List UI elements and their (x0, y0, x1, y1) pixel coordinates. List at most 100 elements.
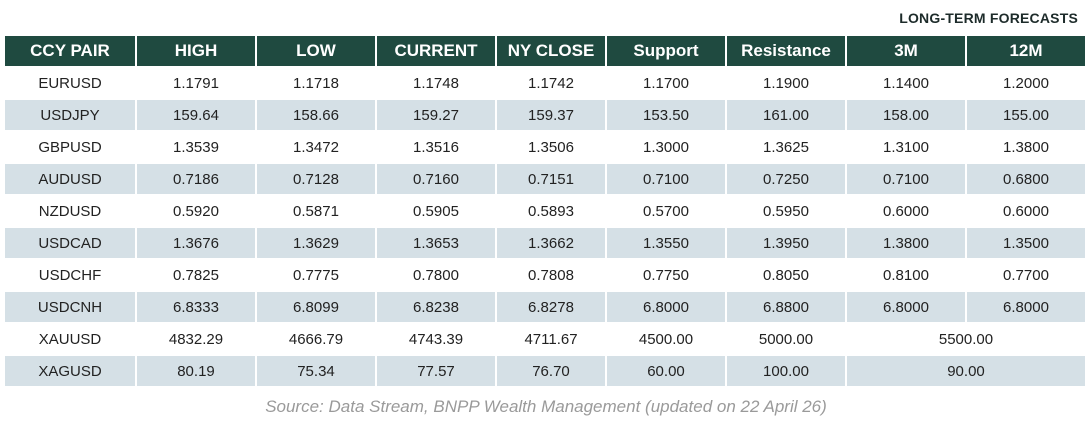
value-cell: 159.27 (377, 100, 495, 130)
pair-cell: EURUSD (38, 74, 102, 92)
value-cell: 1.3539 (173, 138, 219, 156)
value-cell: 0.6000 (883, 202, 929, 220)
column-header: 3M (847, 36, 965, 66)
value-cell: 76.70 (497, 356, 605, 386)
value-cell: 159.64 (137, 100, 255, 130)
column-header: CURRENT (377, 36, 495, 66)
value-cell: 1.3625 (763, 138, 809, 156)
value-cell: 1.3100 (883, 138, 929, 156)
value-cell: 6.8000 (967, 292, 1085, 322)
table-row: USDCNH 6.8333 6.8099 6.8238 6.8278 6.8000 6.88… (5, 292, 1085, 322)
value-cell: 0.8100 (883, 266, 929, 284)
value-cell: 0.7750 (643, 266, 689, 284)
value-cell: 6.8278 (497, 292, 605, 322)
value-cell: 153.50 (607, 100, 725, 130)
value-cell: 1.1742 (528, 74, 574, 92)
pair-cell: GBPUSD (38, 138, 102, 156)
value-cell: 0.6000 (1003, 202, 1049, 220)
value-cell: 0.7808 (528, 266, 574, 284)
value-cell: 0.6800 (967, 164, 1085, 194)
value-cell: 77.57 (377, 356, 495, 386)
value-cell: 0.7825 (173, 266, 219, 284)
value-cell: 60.00 (607, 356, 725, 386)
value-cell: 0.7100 (847, 164, 965, 194)
column-header: NY CLOSE (497, 36, 605, 66)
value-cell: 6.8238 (377, 292, 495, 322)
value-cell: 6.8099 (257, 292, 375, 322)
value-cell: 0.5920 (173, 202, 219, 220)
table-row: USDCAD 1.3676 1.3629 1.3653 1.3662 1.3550 1.39… (5, 228, 1085, 258)
pair-cell: USDCAD (5, 228, 135, 258)
table-row: AUDUSD 0.7186 0.7128 0.7160 0.7151 0.7100 0.72… (5, 164, 1085, 194)
value-cell: 6.8800 (727, 292, 845, 322)
value-cell: 0.7250 (727, 164, 845, 194)
value-cell: 1.1400 (883, 74, 929, 92)
value-cell: 6.8333 (137, 292, 255, 322)
value-cell: 1.3516 (413, 138, 459, 156)
value-cell: 155.00 (967, 100, 1085, 130)
column-header: 12M (967, 36, 1085, 66)
value-cell: 158.00 (847, 100, 965, 130)
value-cell: 1.2000 (1003, 74, 1049, 92)
value-cell: 1.3676 (137, 228, 255, 258)
value-cell: 4832.29 (168, 330, 224, 348)
value-cell: 1.3472 (293, 138, 339, 156)
value-cell: 1.3550 (607, 228, 725, 258)
table-body: EURUSD 1.1791 1.1718 1.1748 1.1742 1.1700 1.19… (5, 68, 1085, 386)
source-note: Source: Data Stream, BNPP Wealth Managem… (265, 397, 827, 416)
value-cell: 1.1791 (173, 74, 219, 92)
value-cell: 161.00 (727, 100, 845, 130)
column-header: Support (607, 36, 725, 66)
table-row: XAGUSD 80.19 75.34 77.57 76.70 60.00 100.00 90.… (5, 356, 1085, 386)
value-cell: 0.7151 (497, 164, 605, 194)
forecast-table: CCY PAIR HIGH LOW CURRENT NY CLOSE Support Res… (3, 34, 1087, 388)
value-cell: 0.7160 (377, 164, 495, 194)
value-cell: 1.3000 (643, 138, 689, 156)
table-row: GBPUSD 1.3539 1.3472 1.3516 1.3506 1.3000 1.36… (5, 132, 1085, 162)
value-cell: 1.3800 (1003, 138, 1049, 156)
column-header: HIGH (137, 36, 255, 66)
value-cell: 0.7128 (257, 164, 375, 194)
value-cell: 75.34 (257, 356, 375, 386)
value-cell: 1.1900 (763, 74, 809, 92)
value-cell: 4711.67 (524, 330, 578, 348)
column-header: CCY PAIR (5, 36, 135, 66)
value-cell: 0.7775 (293, 266, 339, 284)
value-cell: 0.5893 (528, 202, 574, 220)
pair-cell: USDCNH (5, 292, 135, 322)
section-title: LONG-TERM FORECASTS (899, 10, 1078, 26)
pair-cell: USDJPY (5, 100, 135, 130)
value-cell: 1.3653 (377, 228, 495, 258)
value-cell: 4666.79 (288, 330, 344, 348)
value-cell: 158.66 (257, 100, 375, 130)
value-cell: 0.5700 (643, 202, 689, 220)
value-cell: 1.1718 (293, 74, 339, 92)
value-cell: 4500.00 (638, 330, 694, 348)
value-cell: 0.8050 (763, 266, 809, 284)
table-row: EURUSD 1.1791 1.1718 1.1748 1.1742 1.1700 1.19… (5, 68, 1085, 98)
value-cell: 6.8000 (847, 292, 965, 322)
table-row: USDCHF 0.7825 0.7775 0.7800 0.7808 0.7750 0.80… (5, 260, 1085, 290)
value-cell: 1.3662 (497, 228, 605, 258)
value-cell: 159.37 (497, 100, 605, 130)
value-cell: 1.1700 (643, 74, 689, 92)
table-row: NZDUSD 0.5920 0.5871 0.5905 0.5893 0.5700 0.59… (5, 196, 1085, 226)
value-cell: 0.7100 (607, 164, 725, 194)
value-cell: 1.3500 (967, 228, 1085, 258)
column-header: Resistance (727, 36, 845, 66)
value-cell: 0.7700 (1003, 266, 1049, 284)
pair-cell: NZDUSD (38, 202, 102, 220)
pair-cell: AUDUSD (5, 164, 135, 194)
value-cell: 1.1748 (413, 74, 459, 92)
table-row: XAUUSD 4832.29 4666.79 4743.39 4711.67 4500.0… (5, 324, 1085, 354)
pair-cell: USDCHF (38, 266, 102, 284)
column-header: LOW (257, 36, 375, 66)
value-cell: 1.3800 (847, 228, 965, 258)
value-cell: 5000.00 (758, 330, 814, 348)
table-row: USDJPY 159.64 158.66 159.27 159.37 153.50 161.… (5, 100, 1085, 130)
header-row: CCY PAIR HIGH LOW CURRENT NY CLOSE Support Res… (5, 36, 1085, 66)
value-cell: 90.00 (847, 356, 1085, 386)
value-cell: 100.00 (727, 356, 845, 386)
value-cell: 0.5871 (293, 202, 339, 220)
